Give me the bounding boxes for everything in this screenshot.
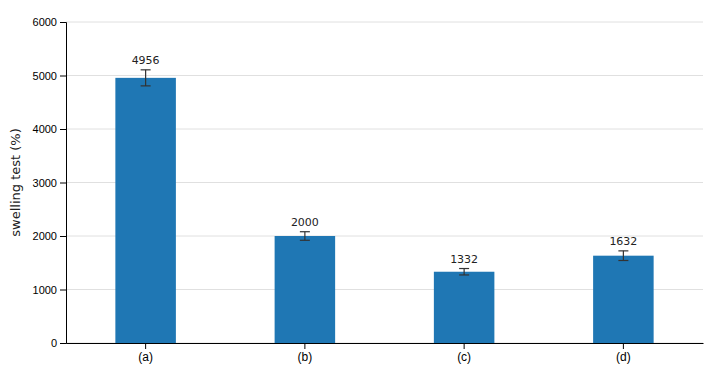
bar xyxy=(593,256,654,343)
error-bar-cap xyxy=(141,69,151,70)
data-label: 1632 xyxy=(609,235,637,248)
y-axis: 0 1000 2000 3000 4000 5000 6000 xyxy=(33,16,67,349)
y-tick-label: 3000 xyxy=(33,177,57,189)
y-tick: 0 xyxy=(51,337,66,349)
grid-line xyxy=(66,75,703,76)
y-tick: 6000 xyxy=(33,16,66,28)
grid-line xyxy=(66,22,703,23)
error-bar-cap xyxy=(618,260,628,261)
error-bar-cap xyxy=(459,274,469,275)
y-tick-mark xyxy=(60,183,66,184)
error-bar-cap xyxy=(459,268,469,269)
error-bar-stem xyxy=(623,251,624,261)
data-label: 4956 xyxy=(132,54,160,67)
y-axis-line xyxy=(60,23,67,344)
y-tick-mark xyxy=(60,236,66,237)
error-bar xyxy=(300,232,310,241)
error-bar-cap xyxy=(300,231,310,232)
y-tick-label: 0 xyxy=(51,337,57,349)
error-bar-cap xyxy=(141,85,151,86)
marks xyxy=(115,70,653,343)
x-axis: (a) (b) (c) (d) xyxy=(67,343,704,364)
y-tick-mark xyxy=(60,22,66,23)
data-label: 2000 xyxy=(291,216,319,229)
x-tick-mark xyxy=(304,343,305,349)
error-bar-cap xyxy=(300,240,310,241)
x-tick-label: (c) xyxy=(457,350,471,364)
x-tick-label: (a) xyxy=(138,350,153,364)
x-tick: (b) xyxy=(298,343,313,364)
error-bar-stem xyxy=(145,70,146,86)
bar xyxy=(275,236,336,343)
grid xyxy=(66,22,703,343)
x-tick-mark xyxy=(145,343,146,349)
y-tick: 4000 xyxy=(33,123,66,135)
y-tick-label: 2000 xyxy=(33,230,57,242)
y-tick: 2000 xyxy=(33,230,66,242)
y-tick: 1000 xyxy=(33,284,66,296)
x-tick: (a) xyxy=(138,343,153,364)
x-tick: (d) xyxy=(616,343,631,364)
error-bar-stem xyxy=(464,269,465,275)
error-bar xyxy=(618,251,628,261)
x-tick-mark xyxy=(464,343,465,349)
y-tick-label: 1000 xyxy=(33,284,57,296)
y-tick: 5000 xyxy=(33,70,66,82)
y-tick-mark xyxy=(60,290,66,291)
error-bar xyxy=(459,269,469,275)
y-axis-title: swelling test (%) xyxy=(8,128,23,236)
y-tick-mark xyxy=(60,129,66,130)
error-bar-stem xyxy=(304,232,305,241)
x-tick-label: (b) xyxy=(298,350,313,364)
data-label: 1332 xyxy=(450,253,478,266)
y-tick-mark xyxy=(60,343,66,344)
error-bar xyxy=(141,70,151,86)
x-axis-line xyxy=(67,343,704,344)
bar xyxy=(434,272,495,343)
y-tick-label: 5000 xyxy=(33,70,57,82)
y-tick-label: 4000 xyxy=(33,123,57,135)
x-tick-mark xyxy=(623,343,624,349)
error-bar-cap xyxy=(618,250,628,251)
data-labels: 4956 2000 1332 1632 xyxy=(132,54,638,266)
bar xyxy=(115,78,176,343)
x-tick-label: (d) xyxy=(616,350,631,364)
x-tick: (c) xyxy=(457,343,471,364)
y-tick: 3000 xyxy=(33,177,66,189)
chart: (a) (b) (c) (d) 0 1000 2000 3000 4000 5000 6000 495… xyxy=(0,0,723,377)
plot-area: (a) (b) (c) (d) 0 1000 2000 3000 4000 5000 6000 495… xyxy=(33,16,704,364)
y-tick-mark xyxy=(60,76,66,77)
y-tick-label: 6000 xyxy=(33,16,57,28)
